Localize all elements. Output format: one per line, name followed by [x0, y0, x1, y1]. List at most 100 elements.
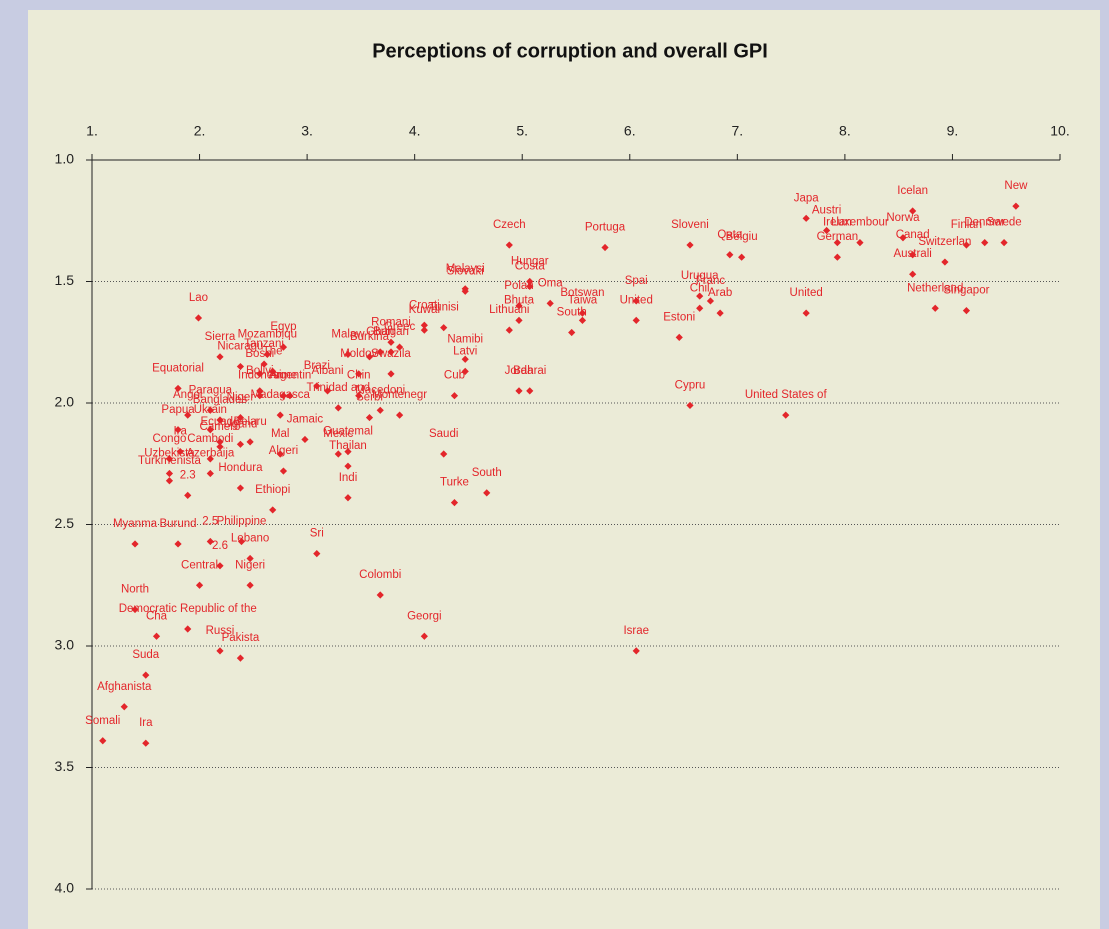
point-label: Lebano [231, 533, 269, 545]
point-label: Oma [538, 277, 564, 289]
point-label: Albani [312, 365, 344, 377]
point-label: Croati [409, 299, 440, 311]
point-label: Ira [139, 717, 153, 729]
point-label: Costa [515, 260, 546, 272]
point-label: North [121, 584, 149, 596]
point-label: Niger [227, 392, 255, 404]
point [515, 302, 523, 310]
point-label: Bosni [245, 348, 274, 360]
point [461, 355, 469, 363]
point [184, 491, 192, 499]
point [236, 440, 245, 448]
point-label: Slovaki [447, 265, 484, 277]
point [420, 632, 428, 640]
point [696, 304, 704, 312]
point-label: Spai [625, 275, 648, 287]
point [909, 207, 917, 215]
point-label: Polan [504, 280, 533, 292]
point [142, 739, 150, 747]
point-label: Moldov [340, 348, 377, 360]
point-label: Austri [812, 205, 841, 217]
y-tick-label: 2.0 [55, 394, 75, 410]
point [176, 448, 184, 456]
point [899, 234, 907, 242]
point-label: Sierra [205, 331, 236, 343]
point [174, 384, 182, 393]
y-tick-label: 4.0 [55, 880, 75, 896]
point [546, 299, 554, 307]
point-label: Guatemal [323, 426, 373, 438]
point [194, 314, 203, 322]
point-label: Equatorial [152, 362, 204, 374]
point [396, 343, 404, 351]
point-label: Urugua [681, 270, 719, 282]
point [962, 307, 971, 315]
point-label: Nicaragu [217, 341, 263, 353]
point [286, 392, 294, 400]
point [376, 406, 384, 414]
point-label: Bolivi [246, 365, 273, 377]
point [675, 333, 683, 341]
point-label: Burkina [350, 331, 390, 343]
point-label: 2.3 [180, 469, 196, 481]
point-label: Myanma [113, 518, 158, 530]
point [323, 387, 332, 395]
point-label: Indonesi [238, 370, 281, 382]
point-label: 2.6 [212, 540, 228, 552]
point-label: Franc [696, 275, 726, 287]
y-tick-label: 2.5 [55, 515, 75, 531]
point [195, 581, 204, 589]
point [216, 562, 224, 570]
point [696, 292, 704, 300]
point [313, 382, 321, 390]
point-label: United [790, 287, 823, 299]
y-tick-label: 1.0 [55, 151, 75, 167]
point [632, 316, 640, 324]
point-label: Brazi [304, 360, 330, 372]
point [236, 362, 245, 371]
point [236, 413, 245, 422]
point-label: South [472, 467, 502, 479]
point-label: Denmar [964, 217, 1005, 229]
point [387, 338, 395, 346]
point-label: Cypru [675, 379, 706, 391]
point [632, 297, 640, 305]
point-label: Cambodi [187, 433, 233, 445]
point [269, 506, 277, 514]
point-label: Cub [444, 370, 465, 382]
point [387, 370, 395, 378]
point [216, 647, 224, 655]
point-label: Bulgari [373, 326, 409, 338]
point-label: Turkmenista [138, 455, 201, 467]
point [856, 239, 864, 247]
point [726, 251, 734, 259]
point-label: Russi [206, 625, 235, 637]
point-label: Jamaic [287, 413, 324, 425]
point [396, 411, 404, 419]
point-label: Botswan [560, 287, 604, 299]
point [578, 316, 587, 324]
point-label: Bahrai [513, 365, 546, 377]
point-label: Ghan [366, 326, 394, 338]
point-label: Malaysi [446, 263, 485, 275]
point-label: Burund [159, 518, 196, 530]
point [269, 367, 277, 376]
point [142, 671, 150, 679]
point-label: Kuwai [409, 304, 440, 316]
point [99, 737, 107, 745]
point [515, 316, 523, 324]
point-label: Belaru [233, 416, 266, 428]
point [505, 326, 513, 334]
point [216, 353, 224, 361]
point-label: Nigeri [235, 559, 265, 571]
x-tick-label: 2. [194, 123, 206, 139]
point [263, 350, 271, 358]
point [206, 537, 214, 546]
point [236, 484, 245, 492]
point [344, 448, 352, 456]
point [174, 426, 182, 434]
point-label: Congo [152, 433, 186, 445]
point-label: Tanzani [244, 338, 284, 350]
point-label: Estoni [663, 311, 695, 323]
point [505, 241, 513, 249]
